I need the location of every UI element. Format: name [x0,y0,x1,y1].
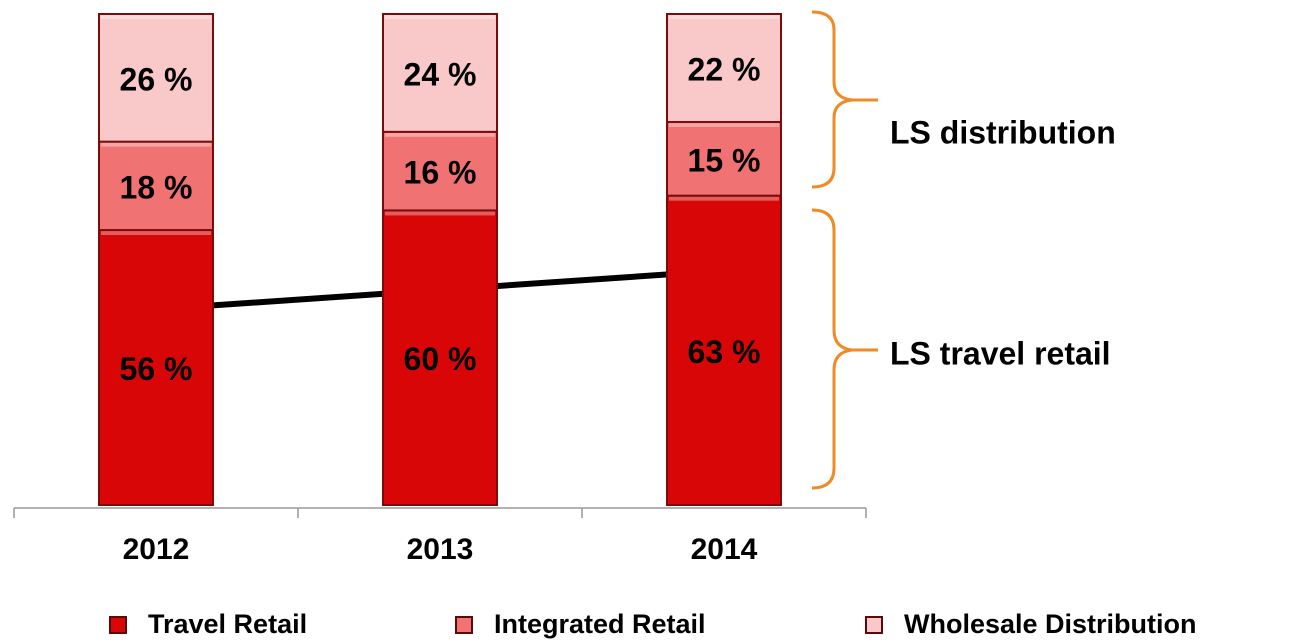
bar-segment [666,13,782,124]
data-label: 22 % [688,51,761,87]
legend-swatch [865,616,883,634]
bar-highlight [385,132,495,137]
bar-highlight [669,15,779,19]
bar-segment [666,121,782,197]
legend-swatch [109,616,127,634]
bar-segment [382,209,498,506]
annotation: LS distribution [890,114,1116,150]
data-label: 24 % [404,56,477,92]
data-label: 26 % [120,61,193,97]
bar-segment [98,229,214,506]
data-label: 18 % [120,169,193,205]
bar-highlight [669,196,779,201]
x-tick-label: 2014 [691,533,758,566]
bar-highlight [101,231,211,236]
data-label: 16 % [404,155,477,191]
bar-highlight [669,123,779,128]
x-tick-label: 2013 [407,533,474,566]
bar-highlight [101,142,211,147]
legend-label: Integrated Retail [494,609,706,639]
data-label: 63 % [688,334,761,370]
legend-label: Travel Retail [148,609,307,639]
legend-swatch [455,616,473,634]
bar-segment [98,13,214,143]
bar-highlight [385,211,495,216]
bar-highlight [385,15,495,19]
data-label: 56 % [120,351,193,387]
annotation: LS travel retail [890,335,1111,371]
legend-label: Wholesale Distribution [904,609,1197,639]
bracket [811,10,853,189]
bar-highlight [101,15,211,19]
data-label: 15 % [688,142,761,178]
x-tick-label: 2012 [123,533,190,566]
bar-segment [98,140,214,232]
bracket [811,208,853,490]
data-label: 60 % [404,341,477,377]
bar-segment [382,13,498,133]
